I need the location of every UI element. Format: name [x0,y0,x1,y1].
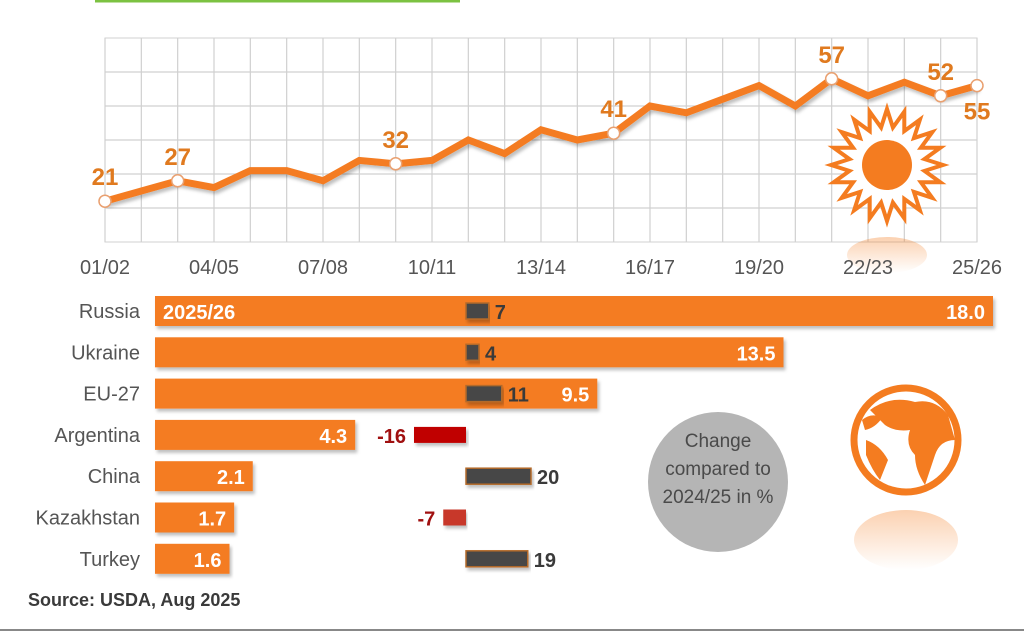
value-bar [155,378,598,409]
data-label: 57 [818,42,845,69]
sun-icon [824,102,950,273]
sun-disc [862,140,912,190]
value-label: 1.6 [194,550,222,572]
note-line-1: Change [685,431,752,452]
category-label: Kazakhstan [35,508,140,530]
value-label: 1.7 [198,509,226,531]
bar-row-china: China 2.1 20 [88,461,559,492]
value-bar [155,296,993,326]
data-label: 41 [600,96,627,123]
globe-icon [850,384,962,570]
x-tick-label: 13/14 [516,257,566,279]
bar-row-turkey: Turkey 1.6 19 [80,543,556,574]
value-bar [155,543,230,574]
category-label: EU-27 [83,384,140,406]
bar-row-eu-27: EU-27 9.5 11 [83,378,598,409]
sun-reflection [847,237,927,273]
value-bar [155,502,235,533]
category-label: China [88,466,141,488]
data-point-marker [933,89,948,103]
note-line-2: compared to [665,459,771,480]
value-label: 9.5 [561,385,589,407]
line-chart-grid [104,37,978,243]
change-label: 20 [537,467,559,489]
x-tick-label: 25/26 [952,257,1002,279]
data-label: 21 [92,164,119,191]
series-label: 2025/26 [163,302,235,324]
value-bar [155,461,253,492]
bar-row-russia: Russia 18.0 2025/26 7 [79,296,993,326]
bar-row-argentina: Argentina 4.3 -16 [54,419,466,450]
data-point-marker [606,126,621,140]
x-tick-label: 22/23 [843,257,893,279]
change-note-circle: Change compared to 2024/25 in % [648,412,788,552]
change-bar [414,426,466,443]
x-axis: 01/02 04/05 07/08 10/11 13/14 16/17 19/20 22/23… [80,257,1002,279]
x-tick-label: 16/17 [625,257,675,279]
line-series: 21 27 32 41 57 52 55 [92,42,991,208]
change-bar [465,467,532,485]
value-bar [155,419,356,450]
category-label: Argentina [54,425,140,447]
x-tick-label: 10/11 [408,257,457,279]
data-label: 55 [964,99,991,126]
change-bar [443,509,466,526]
category-label: Turkey [80,549,140,571]
change-label: -7 [417,509,435,531]
data-point-marker [98,194,112,208]
value-label: 18.0 [946,302,985,324]
source-note: Source: USDA, Aug 2025 [28,590,240,610]
data-label: 52 [927,59,954,86]
data-point-marker [970,78,984,93]
category-label: Ukraine [71,342,140,364]
change-label: 11 [508,385,529,407]
note-line-3: 2024/25 in % [663,487,774,508]
x-tick-label: 01/02 [80,257,130,279]
data-label: 27 [164,144,191,171]
data-point-marker [388,157,403,171]
data-point-marker [824,72,839,86]
change-bar [465,384,503,403]
value-label: 13.5 [737,343,776,365]
change-bar [465,302,490,320]
x-tick-label: 04/05 [189,257,239,279]
bar-row-ukraine: Ukraine 13.5 4 [71,337,784,368]
category-label: Russia [79,301,141,323]
change-label: 19 [534,550,556,572]
change-label: 7 [495,302,506,324]
data-label: 32 [382,127,409,154]
change-bar [465,550,529,568]
value-label: 2.1 [217,467,245,489]
change-bar [465,343,480,362]
change-label: -16 [377,426,406,448]
value-label: 4.3 [319,426,347,448]
data-point-marker [170,174,185,188]
x-tick-label: 07/08 [298,257,348,279]
bar-row-kazakhstan: Kazakhstan 1.7 -7 [35,502,466,533]
bar-chart: Russia 18.0 2025/26 7 Ukraine 13.5 4 EU-27 9.5 11… [35,296,993,574]
change-label: 4 [485,343,497,365]
x-tick-label: 19/20 [734,257,784,279]
